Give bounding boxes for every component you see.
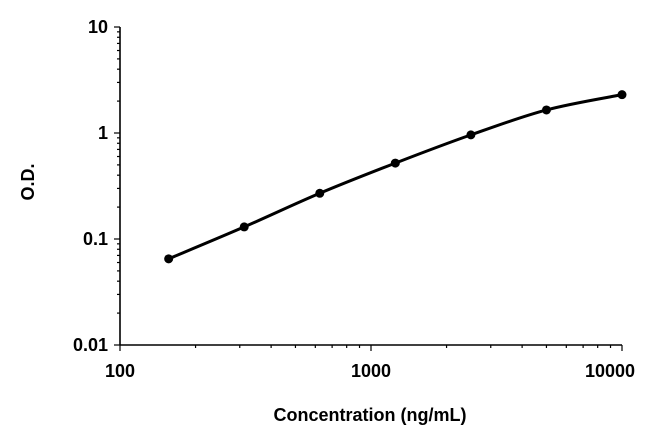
x-tick-label: 10000 bbox=[585, 361, 635, 381]
data-point bbox=[466, 130, 476, 140]
data-point bbox=[390, 158, 400, 168]
x-tick-label: 100 bbox=[105, 361, 135, 381]
series-line bbox=[167, 93, 624, 261]
y-tick-label: 10 bbox=[88, 17, 108, 37]
data-point bbox=[541, 105, 551, 115]
y-tick-label: 1 bbox=[98, 123, 108, 143]
y-axis-title: O.D. bbox=[18, 163, 38, 200]
y-tick-labels: 0.01 0.1 1 10 bbox=[73, 17, 108, 355]
x-tick-label: 1000 bbox=[351, 361, 391, 381]
x-tick-labels: 100 1000 10000 bbox=[105, 361, 635, 381]
y-tick-label: 0.01 bbox=[73, 335, 108, 355]
data-point bbox=[617, 90, 627, 100]
y-axis bbox=[114, 26, 121, 346]
x-axis-title: Concentration (ng/mL) bbox=[274, 405, 467, 425]
y-tick-label: 0.1 bbox=[83, 229, 108, 249]
data-point bbox=[239, 222, 249, 232]
data-point bbox=[315, 188, 325, 198]
x-axis bbox=[119, 344, 623, 351]
data-point bbox=[164, 254, 174, 264]
series-layer bbox=[164, 90, 627, 264]
